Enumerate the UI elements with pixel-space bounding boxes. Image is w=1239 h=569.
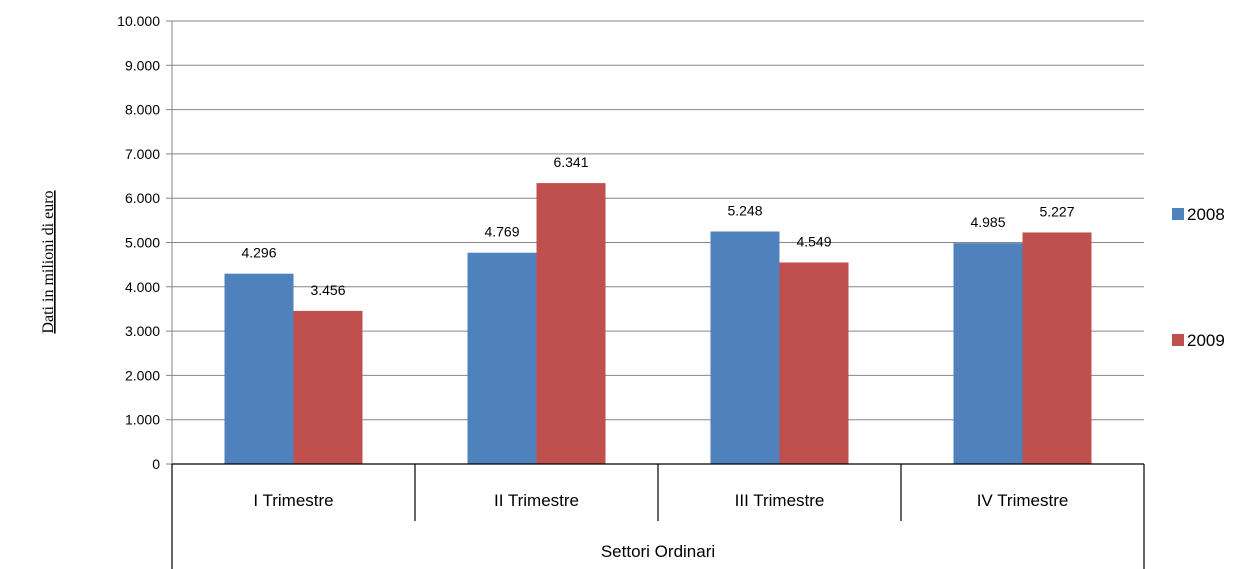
bar-2009-2: [536, 183, 606, 465]
y-tick-label: 3.000: [125, 323, 160, 339]
bar-2008-3: [710, 231, 780, 464]
legend-swatch: [1172, 208, 1184, 220]
category-label: III Trimestre: [735, 491, 825, 510]
y-tick-label: 2.000: [125, 367, 160, 383]
y-tick-labels: 0 1.000 2.000 3.000 4.000 5.000 6.000 7.000 8.00…: [117, 13, 160, 472]
legend: 2008 2009: [1172, 205, 1225, 350]
axes: [166, 20, 1145, 569]
y-tick-label: 0: [152, 456, 160, 472]
y-tick-label: 8.000: [125, 102, 160, 118]
data-label: 6.341: [553, 154, 588, 170]
data-label: 5.227: [1039, 203, 1074, 219]
category-label: I Trimestre: [253, 491, 333, 510]
category-label: IV Trimestre: [977, 491, 1069, 510]
category-labels: I Trimestre II Trimestre III Trimestre IV T…: [253, 491, 1068, 510]
bar-2009-3: [779, 262, 849, 464]
y-tick-label: 1.000: [125, 412, 160, 428]
data-label: 4.549: [796, 233, 831, 249]
group-label: Settori Ordinari: [601, 542, 715, 561]
y-tick-label: 9.000: [125, 57, 160, 73]
data-labels: 4.296 4.769 5.248 4.985 3.456 6.341 4.549 5.227: [241, 154, 1074, 298]
data-label: 4.296: [241, 245, 276, 261]
data-label: 4.769: [484, 224, 519, 240]
bars: [224, 183, 1092, 465]
y-tick-label: 5.000: [125, 235, 160, 251]
bar-2009-1: [293, 310, 363, 464]
y-tick-label: 10.000: [117, 13, 160, 29]
y-tick-label: 6.000: [125, 190, 160, 206]
legend-label: 2008: [1187, 205, 1225, 224]
y-axis-label: Dati in milioni di euro: [40, 190, 57, 333]
y-tick-label: 4.000: [125, 279, 160, 295]
bar-2008-1: [224, 273, 294, 464]
data-label: 3.456: [310, 282, 345, 298]
category-label: II Trimestre: [494, 491, 579, 510]
legend-swatch: [1172, 334, 1184, 346]
bar-2009-4: [1022, 232, 1092, 464]
legend-label: 2009: [1187, 331, 1225, 350]
data-label: 5.248: [727, 203, 762, 219]
bar-2008-4: [953, 243, 1023, 464]
bar-2008-2: [467, 252, 537, 464]
y-tick-label: 7.000: [125, 146, 160, 162]
data-label: 4.985: [970, 214, 1005, 230]
